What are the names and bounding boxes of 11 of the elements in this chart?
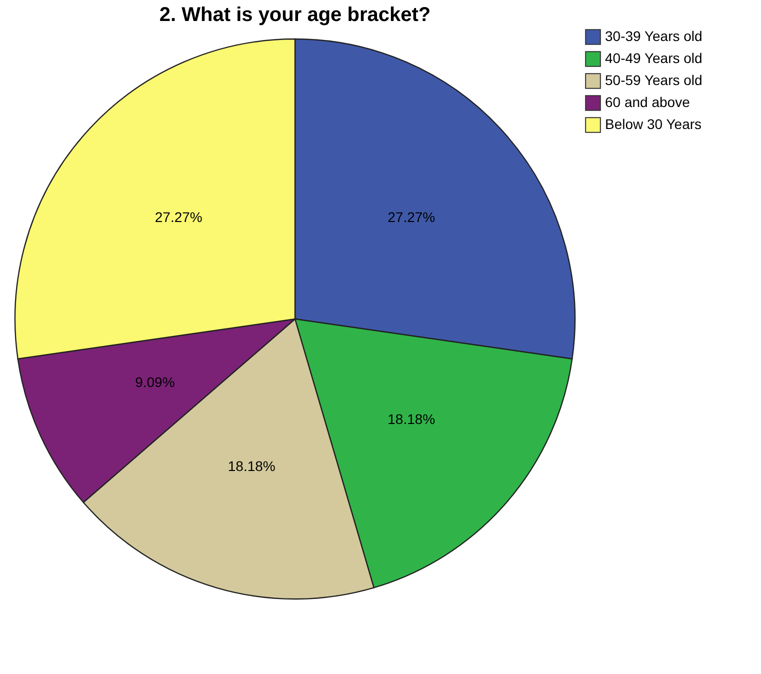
legend-label: 40-49 Years old <box>605 50 702 66</box>
data-label: 27.27% <box>388 209 436 226</box>
legend-label: 60 and above <box>605 94 690 110</box>
data-label: 18.18% <box>228 458 276 474</box>
legend-label: 50-59 Years old <box>605 72 702 88</box>
legend-label: 30-39 Years old <box>605 28 702 44</box>
data-label: 18.18% <box>388 410 436 427</box>
data-label: 9.09% <box>135 374 175 390</box>
data-label: 27.27% <box>154 209 202 226</box>
legend-label: Below 30 Years <box>605 116 702 132</box>
chart-title: 2. What is your age bracket? <box>159 4 431 26</box>
